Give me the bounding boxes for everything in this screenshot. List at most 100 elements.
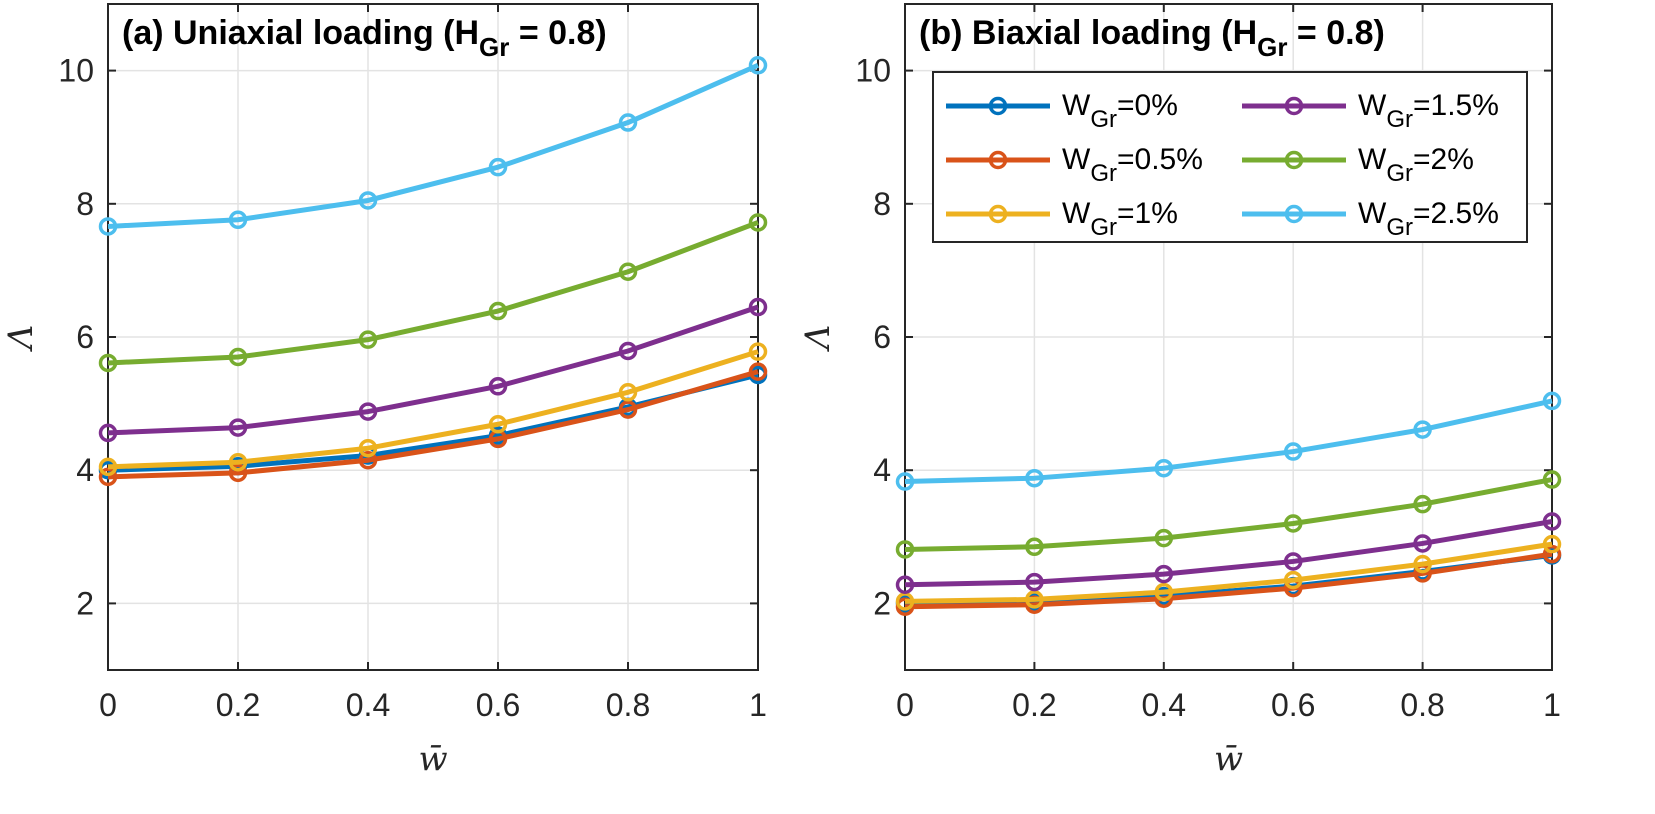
legend-marker: [1284, 204, 1304, 224]
legend-label: WGr=1%: [1062, 197, 1178, 241]
legend-label-base: W: [1358, 143, 1387, 176]
panel-a-uniaxial: 0 0.2 0.4 0.6 0.8 1 2 4 6 8 10 w̄ Λ (a) Uniaxial load…: [1, 3, 768, 779]
data-point: [748, 342, 768, 361]
legend-label-suffix: =2.5%: [1413, 197, 1499, 230]
x-tick-label: 0.6: [476, 687, 520, 723]
series-line: [904, 477, 1553, 552]
data-point: [1154, 458, 1174, 478]
data-point: [1542, 391, 1562, 411]
data-point: [1025, 537, 1044, 557]
data-point: [1283, 514, 1303, 533]
series-line: [107, 372, 759, 473]
data-point: [1025, 572, 1044, 592]
legend-label-sub: Gr: [1090, 160, 1117, 187]
data-point: [358, 330, 378, 349]
data-point: [1025, 468, 1044, 488]
data-point: [618, 113, 638, 132]
data-point: [748, 362, 768, 381]
series-1: [98, 362, 768, 487]
series-5: [98, 56, 768, 236]
y-tick-label: 4: [873, 452, 891, 488]
data-point: [1542, 512, 1562, 531]
panel-title-sub: Gr: [479, 32, 509, 62]
data-point: [228, 347, 248, 367]
legend-label-base: W: [1062, 89, 1091, 122]
legend-marker: [1284, 150, 1304, 170]
data-point: [228, 418, 248, 437]
series-line: [904, 398, 1553, 485]
x-tick-label: 0.2: [1012, 687, 1056, 723]
data-point: [228, 463, 248, 483]
series-3: [895, 512, 1562, 595]
legend-label: WGr=0.5%: [1062, 143, 1203, 187]
legend: WGr=0%WGr=0.5%WGr=1%WGr=1.5%WGr=2%WGr=2.…: [932, 71, 1528, 243]
data-point: [98, 457, 118, 477]
legend-label-sub: Gr: [1090, 214, 1117, 241]
data-point: [895, 575, 915, 595]
panel-title-main: (a) Uniaxial loading (H: [122, 14, 479, 52]
data-point: [1413, 534, 1432, 553]
data-point: [1542, 534, 1562, 554]
data-point: [748, 213, 768, 232]
data-point: [1413, 494, 1432, 514]
data-point: [1542, 470, 1562, 489]
legend-label-suffix: =0.5%: [1117, 143, 1203, 176]
y-tick-label: 6: [76, 319, 94, 355]
legend-label-suffix: =1.5%: [1413, 89, 1499, 122]
data-point: [895, 540, 915, 559]
data-point: [358, 402, 378, 421]
data-point: [358, 191, 378, 210]
series-line: [107, 220, 759, 366]
legend-label: WGr=2.5%: [1358, 197, 1499, 241]
data-point: [228, 452, 248, 472]
data-point: [358, 450, 378, 470]
x-tick-label: 1: [749, 687, 767, 723]
series-line: [904, 519, 1553, 588]
x-tick-label: 0.6: [1271, 687, 1315, 723]
data-point: [358, 438, 378, 458]
legend-label-sub: Gr: [1386, 160, 1413, 187]
y-tick-label: 4: [76, 452, 94, 488]
x-tick-label: 0: [896, 687, 914, 723]
legend-marker: [1284, 96, 1304, 116]
panel-title: (b) Biaxial loading (HGr = 0.8): [919, 14, 1385, 62]
legend-label-sub: Gr: [1386, 106, 1413, 133]
legend-label-suffix: =1%: [1117, 197, 1178, 230]
y-tick-label: 2: [76, 585, 94, 621]
legend-marker: [988, 150, 1008, 170]
legend-label: WGr=0%: [1062, 89, 1178, 133]
panel-title-sub: Gr: [1257, 32, 1287, 62]
x-tick-label: 0.8: [1400, 687, 1444, 723]
x-tick-label: 0.4: [1142, 687, 1186, 723]
y-tick-label: 10: [58, 53, 94, 89]
series-4: [98, 213, 768, 373]
series-line: [107, 62, 760, 229]
x-tick-label: 0.4: [346, 687, 390, 723]
legend-label-suffix: =2%: [1413, 143, 1474, 176]
data-point: [618, 262, 638, 281]
data-point: [98, 353, 118, 373]
legend-marker: [988, 96, 1008, 116]
data-point: [1413, 420, 1432, 439]
legend-label-base: W: [1358, 89, 1387, 122]
series-line: [904, 551, 1553, 610]
panel-title: (a) Uniaxial loading (HGr = 0.8): [122, 14, 607, 62]
data-point: [1025, 590, 1044, 609]
data-point: [895, 472, 915, 491]
legend-label-suffix: =0%: [1117, 89, 1178, 122]
data-point: [1283, 570, 1303, 590]
data-point: [488, 414, 508, 434]
panel-title-tail: = 0.8): [1287, 14, 1384, 52]
x-axis-label: w̄: [1214, 739, 1243, 779]
data-point: [98, 467, 118, 487]
series-line: [904, 552, 1553, 606]
data-point: [488, 157, 508, 177]
legend-label: WGr=1.5%: [1358, 89, 1499, 133]
data-point: [1154, 528, 1174, 548]
y-axis-label: Λ: [1, 325, 41, 353]
series-line: [107, 369, 759, 480]
data-point: [1283, 442, 1303, 461]
legend-label-base: W: [1358, 197, 1387, 230]
legend-label: WGr=2%: [1358, 143, 1474, 187]
